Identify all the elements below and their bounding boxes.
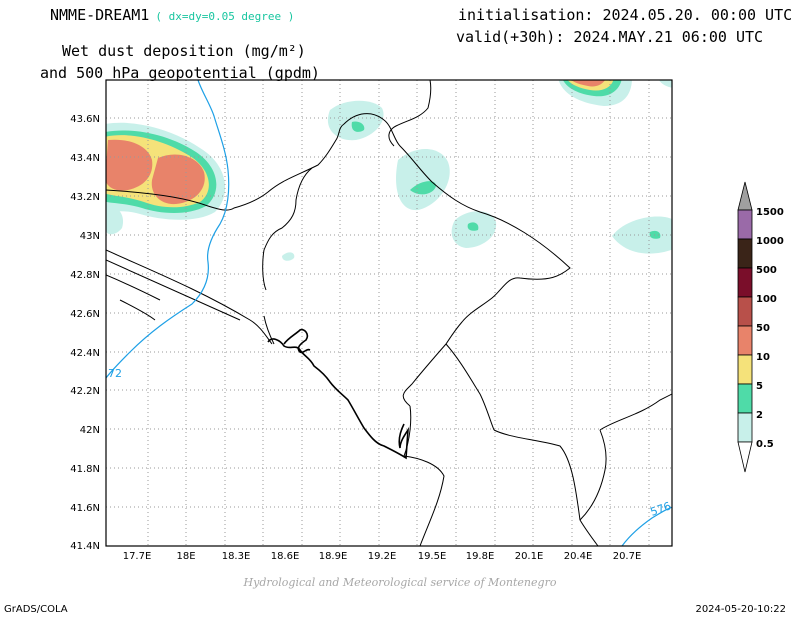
legend-swatch <box>737 354 753 385</box>
lon-label: 18.6E <box>271 551 300 562</box>
legend-bottom-arrow <box>737 441 753 473</box>
dust-blob-north <box>327 100 384 141</box>
lat-label: 42.6N <box>70 309 100 320</box>
legend-swatch <box>737 238 753 269</box>
lon-label: 20.1E <box>515 551 544 562</box>
bay-of-kotor <box>283 328 311 354</box>
legend-swatch <box>737 296 753 327</box>
field-title-line1: Wet dust deposition (mg/m²) <box>62 42 306 60</box>
credit-text: Hydrological and Meteorological service … <box>243 576 557 589</box>
lat-label: 43.2N <box>70 192 100 203</box>
lon-label: 19.2E <box>368 551 397 562</box>
software-label: GrADS/COLA <box>4 604 68 615</box>
colorbar-legend <box>737 181 753 473</box>
lat-label: 41.4N <box>70 541 100 552</box>
initialisation-time: initialisation: 2024.05.20. 00:00 UTC <box>458 6 793 24</box>
legend-label: 100 <box>756 294 777 305</box>
lat-label: 43N <box>80 231 100 242</box>
legend-swatch <box>737 383 753 414</box>
geopotential-contours <box>106 80 672 546</box>
dust-deposition-field <box>106 80 672 261</box>
lat-label: 42.2N <box>70 386 100 397</box>
map-frame <box>105 79 673 547</box>
dust-blob-center <box>396 148 450 211</box>
legend-label: 1000 <box>756 236 784 247</box>
resolution-label: ( dx=dy=0.05 degree ) <box>155 10 295 23</box>
country-borders <box>106 80 672 546</box>
model-title: NMME-DREAM1 ( dx=dy=0.05 degree ) <box>50 6 294 24</box>
map-area <box>106 80 672 546</box>
lon-label: 18E <box>176 551 195 562</box>
legend-label: 0.5 <box>756 439 774 450</box>
legend-labels: 1500 1000 500 100 50 10 5 2 0.5 <box>756 207 784 450</box>
field-title-line2: and 500 hPa geopotential (gpdm) <box>40 64 320 82</box>
lat-label: 43.6N <box>70 114 100 125</box>
lon-label: 18.9E <box>319 551 348 562</box>
lat-label: 42.8N <box>70 270 100 281</box>
legend-label: 500 <box>756 265 777 276</box>
lon-label: 19.8E <box>466 551 495 562</box>
model-name: NMME-DREAM1 <box>50 6 150 24</box>
contour-label-576: 576 <box>649 499 673 518</box>
legend-label: 1500 <box>756 207 784 218</box>
legend-swatch <box>737 267 753 298</box>
longitude-labels: 17.7E 18E 18.3E 18.6E 18.9E 19.2E 19.5E … <box>123 551 642 562</box>
lon-label: 17.7E <box>123 551 152 562</box>
coastline <box>267 338 410 460</box>
lat-label: 43.4N <box>70 153 100 164</box>
lon-label: 20.4E <box>564 551 593 562</box>
lat-label: 42.4N <box>70 348 100 359</box>
legend-swatch <box>737 325 753 356</box>
valid-time: valid(+30h): 2024.MAY.21 06:00 UTC <box>456 28 764 46</box>
contour-label-572: 72 <box>108 367 122 380</box>
lat-label: 42N <box>80 425 100 436</box>
legend-label: 2 <box>756 410 763 421</box>
latitude-labels: 43.6N 43.4N 43.2N 43N 42.8N 42.6N 42.4N … <box>70 114 100 552</box>
legend-swatch <box>737 209 753 240</box>
lon-label: 19.5E <box>418 551 447 562</box>
graticule <box>106 80 672 546</box>
legend-label: 50 <box>756 323 770 334</box>
legend-top-arrow <box>737 181 753 211</box>
timestamp-label: 2024-05-20-10:22 <box>695 604 786 615</box>
legend-label: 10 <box>756 352 770 363</box>
contour-572 <box>106 80 230 379</box>
lat-label: 41.6N <box>70 503 100 514</box>
legend-swatch <box>737 412 753 443</box>
lon-label: 18.3E <box>222 551 251 562</box>
lat-label: 41.8N <box>70 464 100 475</box>
lon-label: 20.7E <box>613 551 642 562</box>
legend-label: 5 <box>756 381 763 392</box>
contour-576 <box>621 506 672 546</box>
